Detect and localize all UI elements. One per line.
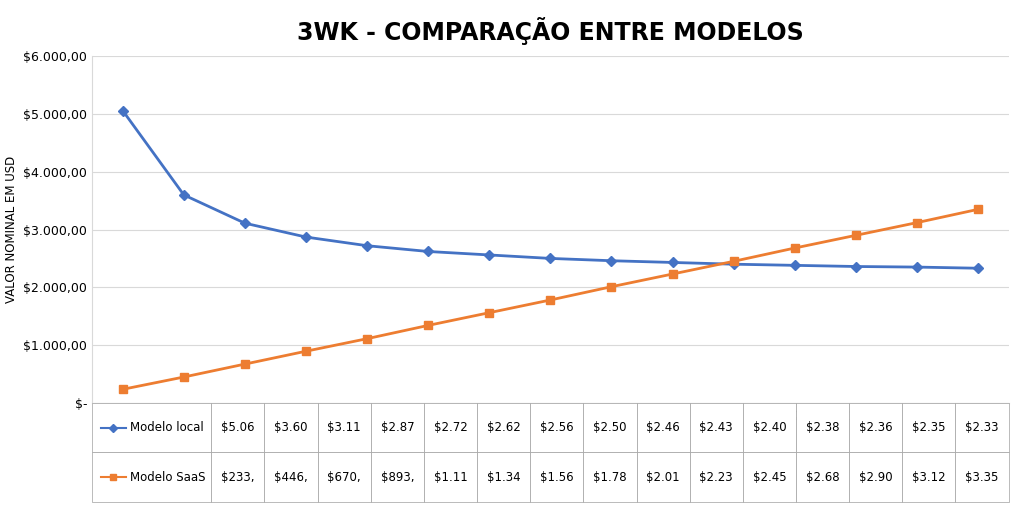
FancyBboxPatch shape — [371, 452, 424, 502]
Text: $233,: $233, — [221, 471, 255, 483]
FancyBboxPatch shape — [849, 452, 902, 502]
FancyBboxPatch shape — [371, 403, 424, 452]
Text: $2.45: $2.45 — [753, 471, 786, 483]
Text: $2.56: $2.56 — [540, 421, 573, 434]
FancyBboxPatch shape — [796, 452, 849, 502]
Text: $2.33: $2.33 — [966, 421, 998, 434]
FancyBboxPatch shape — [742, 452, 796, 502]
Text: $1.78: $1.78 — [593, 471, 627, 483]
FancyBboxPatch shape — [317, 452, 371, 502]
FancyBboxPatch shape — [530, 403, 584, 452]
Text: $5.06: $5.06 — [221, 421, 255, 434]
FancyBboxPatch shape — [211, 403, 264, 452]
FancyBboxPatch shape — [211, 452, 264, 502]
FancyBboxPatch shape — [92, 452, 211, 502]
Text: $2.72: $2.72 — [433, 421, 467, 434]
FancyBboxPatch shape — [742, 403, 796, 452]
FancyBboxPatch shape — [584, 403, 637, 452]
FancyBboxPatch shape — [796, 403, 849, 452]
Text: $670,: $670, — [328, 471, 361, 483]
FancyBboxPatch shape — [477, 452, 530, 502]
Text: $2.87: $2.87 — [381, 421, 414, 434]
Text: $2.50: $2.50 — [593, 421, 627, 434]
Text: $1.34: $1.34 — [486, 471, 520, 483]
Text: $2.23: $2.23 — [699, 471, 733, 483]
FancyBboxPatch shape — [902, 403, 955, 452]
FancyBboxPatch shape — [264, 452, 317, 502]
Text: $2.40: $2.40 — [753, 421, 786, 434]
Text: Modelo local: Modelo local — [130, 421, 204, 434]
Text: $2.01: $2.01 — [646, 471, 680, 483]
Text: $3.35: $3.35 — [966, 471, 998, 483]
Text: $2.62: $2.62 — [486, 421, 520, 434]
FancyBboxPatch shape — [955, 403, 1009, 452]
FancyBboxPatch shape — [690, 403, 742, 452]
Text: $2.43: $2.43 — [699, 421, 733, 434]
FancyBboxPatch shape — [477, 403, 530, 452]
FancyBboxPatch shape — [424, 452, 477, 502]
Text: $3.12: $3.12 — [912, 471, 946, 483]
FancyBboxPatch shape — [317, 403, 371, 452]
Text: $1.11: $1.11 — [433, 471, 467, 483]
FancyBboxPatch shape — [849, 403, 902, 452]
FancyBboxPatch shape — [92, 403, 211, 452]
FancyBboxPatch shape — [424, 403, 477, 452]
Y-axis label: VALOR NOMINAL EM USD: VALOR NOMINAL EM USD — [5, 156, 17, 303]
Text: $2.38: $2.38 — [806, 421, 840, 434]
FancyBboxPatch shape — [955, 452, 1009, 502]
Title: 3WK - COMPARAÇÃO ENTRE MODELOS: 3WK - COMPARAÇÃO ENTRE MODELOS — [297, 17, 804, 45]
FancyBboxPatch shape — [637, 452, 690, 502]
Text: $3.60: $3.60 — [274, 421, 308, 434]
Text: Modelo SaaS: Modelo SaaS — [130, 471, 206, 483]
FancyBboxPatch shape — [530, 452, 584, 502]
FancyBboxPatch shape — [902, 452, 955, 502]
FancyBboxPatch shape — [584, 452, 637, 502]
FancyBboxPatch shape — [637, 403, 690, 452]
Text: $2.36: $2.36 — [859, 421, 893, 434]
Text: $893,: $893, — [381, 471, 414, 483]
Text: $1.56: $1.56 — [540, 471, 573, 483]
Text: $2.46: $2.46 — [646, 421, 680, 434]
Text: $2.35: $2.35 — [912, 421, 945, 434]
FancyBboxPatch shape — [690, 452, 742, 502]
Text: $2.68: $2.68 — [806, 471, 840, 483]
FancyBboxPatch shape — [264, 403, 317, 452]
Text: $446,: $446, — [274, 471, 308, 483]
Text: $2.90: $2.90 — [859, 471, 893, 483]
Text: $3.11: $3.11 — [328, 421, 361, 434]
